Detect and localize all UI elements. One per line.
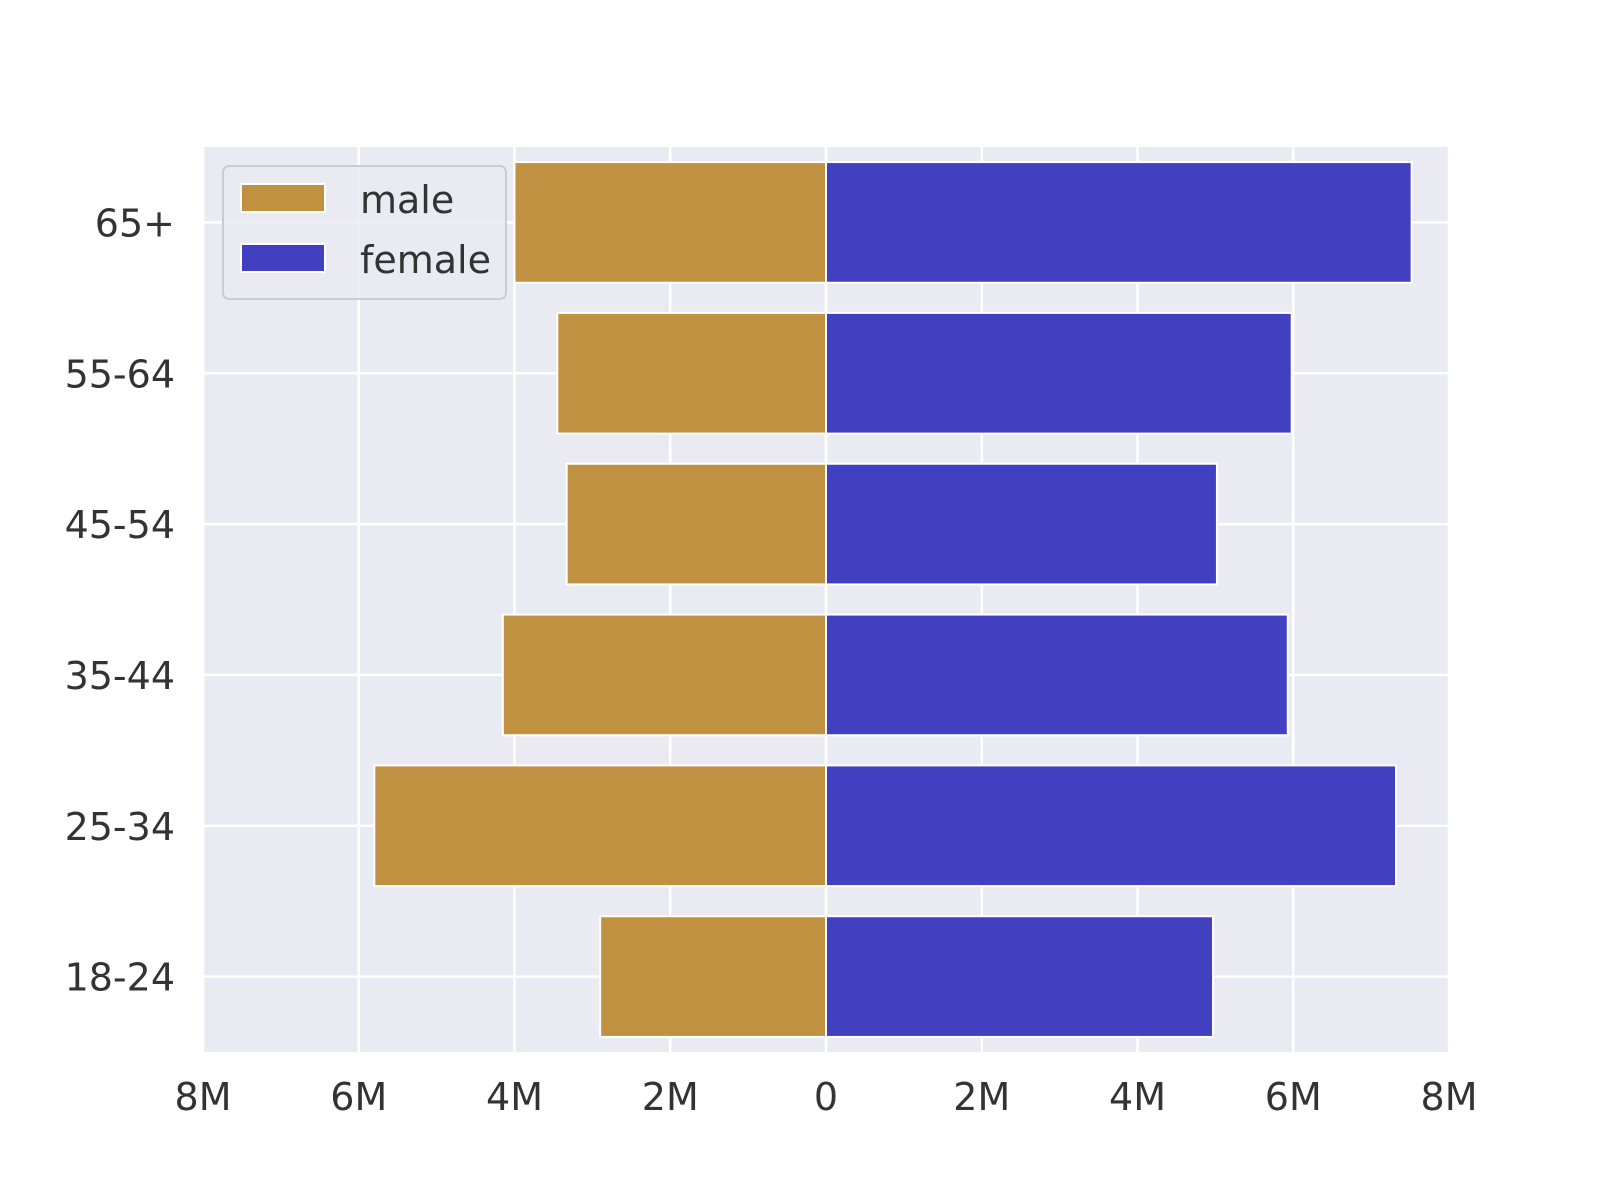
x-axis-ticks: 8M 6M 4M 2M 0 2M 4M 6M 8M (175, 1075, 1478, 1119)
bar-male-35-44 (501, 613, 827, 737)
legend-swatch-male (240, 183, 326, 213)
legend: male female (222, 165, 507, 300)
x-tick-label: 0 (814, 1075, 838, 1119)
bar-male-18-24 (599, 915, 827, 1038)
bar-female-55-64 (825, 311, 1293, 435)
legend-swatch-female (240, 243, 326, 273)
legend-label-female: female (360, 238, 491, 282)
bar-male-25-34 (373, 764, 827, 888)
bar-female-45-54 (825, 462, 1218, 586)
y-tick-label: 45-54 (65, 503, 175, 547)
legend-label-male: male (360, 178, 454, 222)
y-tick-label: 18-24 (65, 956, 175, 1000)
bar-male-55-64 (556, 311, 827, 435)
x-tick-label: 6M (1265, 1075, 1322, 1119)
x-tick-label: 8M (1421, 1075, 1478, 1119)
bar-male-45-54 (565, 462, 828, 586)
bar-female-18-24 (825, 915, 1215, 1038)
y-tick-label: 55-64 (65, 352, 175, 396)
y-tick-label: 25-34 (65, 805, 175, 849)
y-tick-label: 35-44 (65, 654, 175, 698)
bars (373, 161, 1413, 1038)
x-tick-label: 6M (330, 1075, 387, 1119)
bar-female-35-44 (825, 613, 1289, 737)
x-tick-label: 2M (642, 1075, 699, 1119)
bar-female-25-34 (825, 764, 1398, 888)
x-tick-label: 4M (486, 1075, 543, 1119)
bar-male-65+ (513, 161, 827, 284)
y-axis-ticks: 18-24 25-34 35-44 45-54 55-64 65+ (65, 201, 175, 999)
x-tick-label: 8M (175, 1075, 232, 1119)
bar-female-65+ (825, 161, 1413, 284)
x-tick-label: 4M (1109, 1075, 1166, 1119)
y-tick-label: 65+ (95, 201, 175, 245)
x-tick-label: 2M (953, 1075, 1010, 1119)
